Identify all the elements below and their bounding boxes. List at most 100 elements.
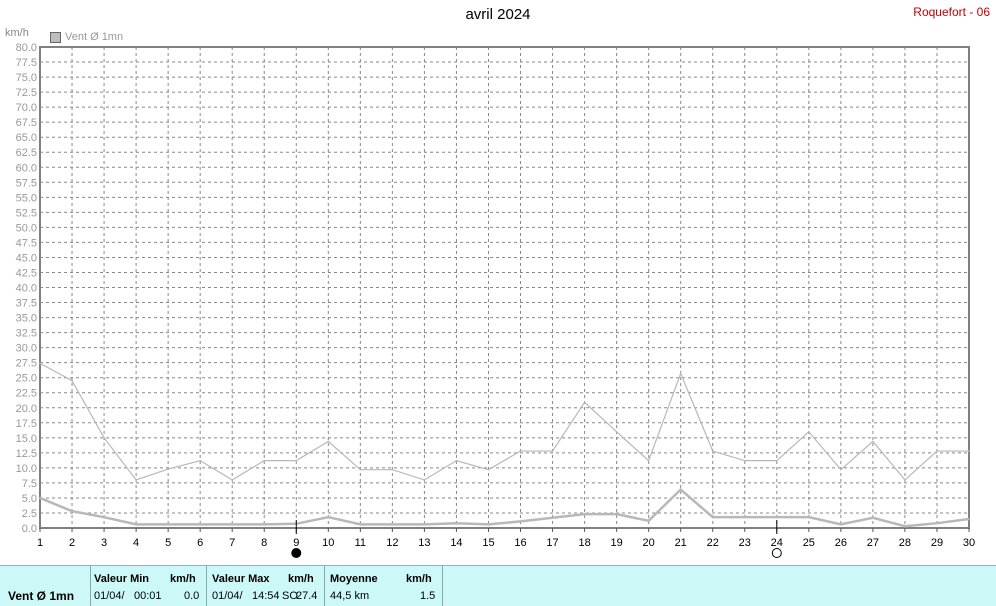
max-time: 14:54 — [252, 590, 280, 602]
x-tick-label: 13 — [418, 537, 430, 549]
data-point-max — [872, 440, 874, 443]
data-point-max — [583, 401, 586, 404]
x-tick-label: 12 — [386, 537, 398, 549]
data-point-mean — [551, 516, 554, 519]
x-tick-label: 2 — [69, 537, 75, 549]
max-unit: km/h — [288, 573, 314, 585]
data-point-mean — [808, 516, 810, 518]
mean-unit: km/h — [406, 573, 432, 585]
y-tick-label: 52.5 — [16, 207, 37, 219]
data-point-max — [455, 459, 458, 462]
data-point-mean — [487, 523, 490, 526]
data-point-max — [775, 459, 778, 462]
data-point-max — [904, 479, 906, 481]
y-tick-label: 80.0 — [16, 42, 37, 54]
footer-max-cell: Valeur Max km/h 01/04/ 14:54 SO 27.4 — [206, 566, 325, 606]
data-point-max — [391, 468, 394, 471]
data-point-max — [487, 468, 490, 471]
y-tick-label: 60.0 — [16, 162, 37, 174]
data-point-mean — [327, 516, 330, 518]
y-tick-label: 12.5 — [16, 448, 37, 460]
x-tick-label: 6 — [197, 537, 203, 549]
x-tick-label: 9 — [293, 537, 299, 549]
data-point-mean — [71, 510, 73, 512]
min-time: 00:01 — [134, 590, 162, 602]
data-point-max — [231, 479, 234, 481]
chart-title: avril 2024 — [465, 6, 531, 23]
y-tick-label: 22.5 — [16, 388, 37, 400]
data-point-max — [615, 431, 618, 433]
x-tick-label: 30 — [963, 537, 975, 549]
x-tick-label: 20 — [643, 537, 655, 549]
data-point-mean — [391, 523, 394, 526]
data-point-mean — [775, 516, 778, 518]
data-point-max — [808, 431, 810, 433]
footer-min-cell: Valeur Min km/h 01/04/ 00:01 0.0 — [90, 566, 207, 606]
y-tick-label: 70.0 — [16, 102, 37, 114]
data-point-mean — [423, 523, 426, 526]
y-tick-label: 40.0 — [16, 283, 37, 295]
x-tick-label: 27 — [867, 537, 879, 549]
y-tick-label: 20.0 — [16, 403, 37, 415]
data-point-mean — [39, 497, 41, 499]
data-point-mean — [647, 519, 650, 522]
data-point-mean — [743, 516, 746, 518]
data-point-max — [359, 468, 362, 471]
x-tick-label: 21 — [675, 537, 687, 549]
mean-value: 1.5 — [420, 590, 436, 602]
data-point-mean — [199, 523, 201, 526]
data-point-max — [295, 459, 298, 462]
data-point-max — [423, 479, 426, 481]
data-point-max — [263, 459, 266, 462]
data-point-max — [743, 459, 746, 462]
x-tick-label: 25 — [803, 537, 815, 549]
y-tick-label: 7.5 — [22, 478, 37, 490]
data-point-mean — [936, 522, 938, 524]
x-tick-label: 7 — [229, 537, 235, 549]
x-tick-label: 11 — [355, 537, 366, 549]
data-point-mean — [135, 523, 137, 526]
data-point-mean — [679, 488, 682, 491]
mean-header: Moyenne — [330, 573, 378, 585]
legend-label: Vent Ø 1mn — [65, 31, 124, 43]
legend: Vent Ø 1mn — [50, 31, 123, 43]
footer-series-cell: Vent Ø 1mn — [0, 566, 91, 606]
y-tick-label: 42.5 — [16, 267, 37, 279]
y-tick-label: 57.5 — [16, 177, 37, 189]
y-tick-label: 72.5 — [16, 87, 37, 99]
data-point-mean — [263, 523, 266, 526]
y-tick-label: 45.0 — [16, 252, 37, 264]
full-moon-icon — [771, 548, 782, 558]
x-tick-label: 18 — [578, 537, 590, 549]
x-tick-label: 19 — [610, 537, 622, 549]
y-tick-label: 17.5 — [16, 418, 37, 430]
data-point-mean — [615, 513, 618, 515]
data-point-mean — [167, 523, 169, 526]
y-tick-label: 37.5 — [16, 298, 37, 310]
data-point-mean — [103, 516, 105, 518]
x-tick-label: 1 — [37, 537, 43, 549]
data-point-mean — [583, 513, 586, 515]
data-point-max — [647, 459, 650, 462]
x-tick-label: 29 — [931, 537, 943, 549]
y-tick-label: 27.5 — [16, 358, 37, 370]
x-tick-label: 28 — [899, 537, 911, 549]
data-point-max — [679, 372, 682, 375]
y-tick-label: 75.0 — [16, 72, 37, 84]
y-tick-label: 47.5 — [16, 237, 37, 249]
wind-chart: 0.0 2.5 5.0 7.5 10.0 12.5 15.0 17.5 20.0 22.5 25.0… — [16, 42, 975, 558]
data-point-max — [968, 450, 970, 452]
max-header: Valeur Max — [212, 573, 270, 585]
data-point-max — [551, 450, 554, 452]
data-point-mean — [455, 522, 458, 524]
data-point-max — [199, 459, 201, 462]
data-point-max — [71, 379, 73, 382]
y-tick-label: 50.0 — [16, 222, 37, 234]
data-point-max — [936, 450, 938, 452]
data-point-mean — [231, 523, 234, 526]
data-point-max — [840, 468, 842, 471]
y-axis-unit: km/h — [5, 27, 29, 39]
data-point-max — [327, 440, 330, 443]
x-tick-label: 5 — [165, 537, 171, 549]
data-point-max — [135, 479, 137, 481]
